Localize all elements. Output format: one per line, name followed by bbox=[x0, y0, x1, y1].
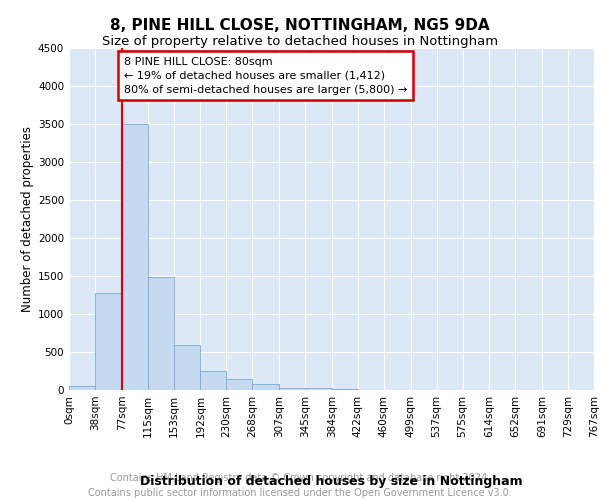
Bar bbox=[122, 124, 148, 390]
Text: 8, PINE HILL CLOSE, NOTTINGHAM, NG5 9DA: 8, PINE HILL CLOSE, NOTTINGHAM, NG5 9DA bbox=[110, 18, 490, 32]
Bar bbox=[305, 388, 332, 390]
Text: Size of property relative to detached houses in Nottingham: Size of property relative to detached ho… bbox=[102, 35, 498, 48]
Text: 8 PINE HILL CLOSE: 80sqm
← 19% of detached houses are smaller (1,412)
80% of sem: 8 PINE HILL CLOSE: 80sqm ← 19% of detach… bbox=[124, 56, 407, 94]
Text: Contains HM Land Registry data © Crown copyright and database right 2024.
Contai: Contains HM Land Registry data © Crown c… bbox=[88, 472, 512, 498]
Bar bbox=[174, 345, 200, 390]
Bar bbox=[226, 380, 253, 390]
Bar bbox=[200, 372, 226, 390]
Bar bbox=[148, 278, 174, 390]
Bar bbox=[332, 389, 358, 390]
Bar bbox=[69, 386, 95, 390]
Bar bbox=[95, 292, 122, 390]
Y-axis label: Number of detached properties: Number of detached properties bbox=[21, 126, 34, 312]
Bar bbox=[279, 388, 305, 390]
Text: Distribution of detached houses by size in Nottingham: Distribution of detached houses by size … bbox=[140, 474, 523, 488]
Bar bbox=[253, 384, 279, 390]
